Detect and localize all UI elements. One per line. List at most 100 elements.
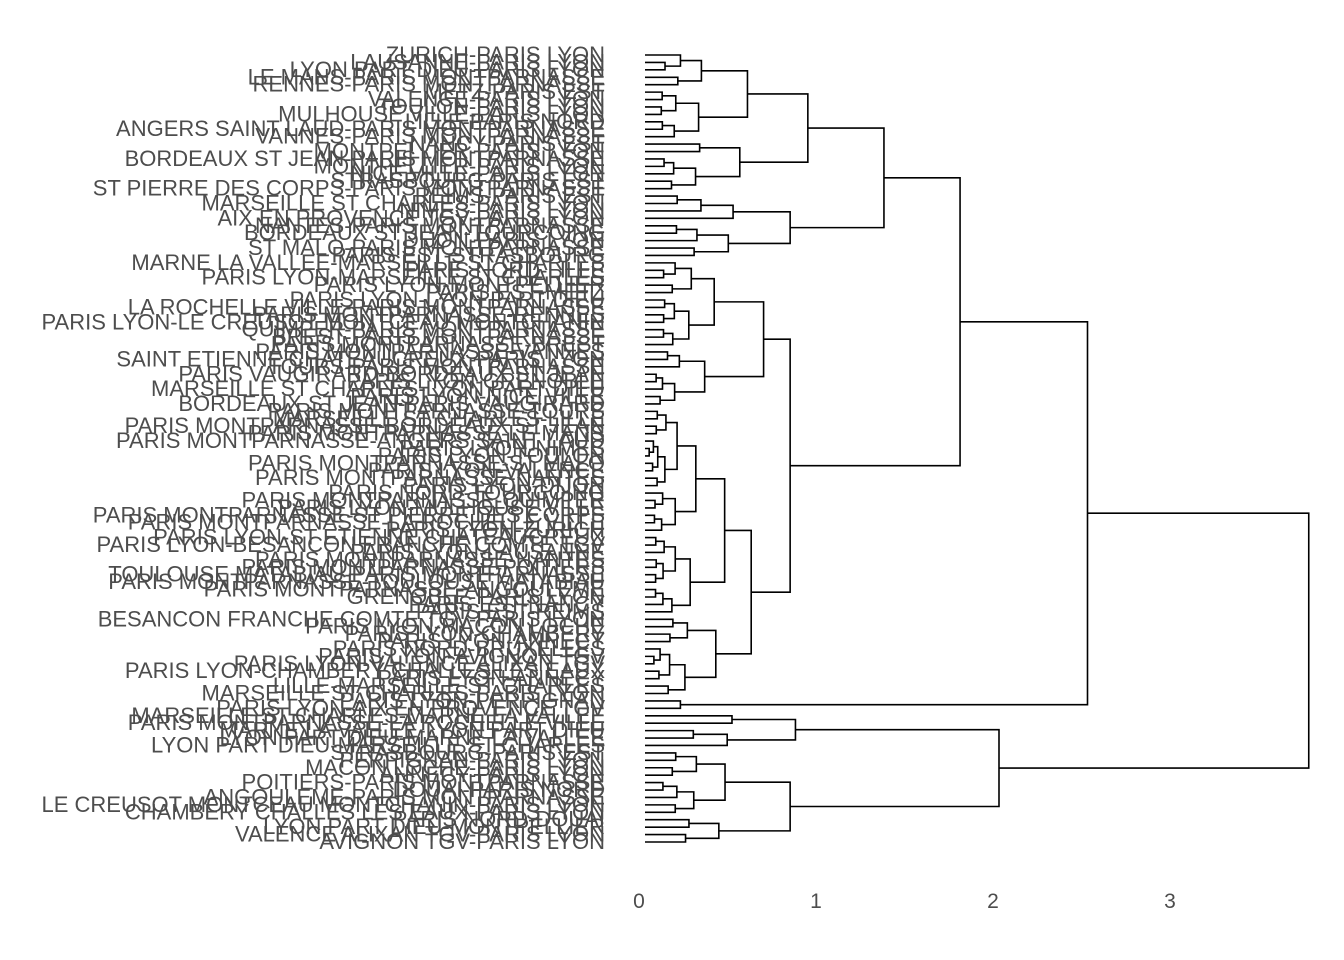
dendrogram-branch-62: [645, 536, 657, 546]
dendrogram-branch-48: [656, 414, 667, 431]
x-tick-label: 1: [810, 890, 822, 913]
leaf-label: PARIS NORD-TOURCOING: [328, 480, 605, 505]
dendrogram-branch-53: [645, 477, 658, 487]
leaf-label: LYON PART DIEU-MARNE LA VALLEE: [219, 725, 605, 750]
leaf-label: LYON PART DIEU-MONTPELLIER: [263, 814, 605, 839]
dendrogram-branch-46: [645, 410, 659, 420]
leaf-label: NICE VILLE-PARIS LYON: [350, 161, 605, 186]
x-tick-label: 3: [1164, 890, 1176, 913]
dendrogram-branch-41: [645, 377, 664, 390]
leaf-label: BORDEAUX ST JEAN-PARIS MONTPARNASSE: [125, 146, 605, 171]
dendrogram-branch-25: [728, 211, 791, 245]
dendrogram-branch-1: [645, 54, 682, 67]
dendrogram-branch-12: [645, 158, 665, 168]
dendrogram-branch-105: [999, 512, 1310, 769]
leaf-label: PARIS EST-STRASBOURG: [332, 242, 605, 267]
leaf-label: TOURS-PARIS MONTPARNASSE: [268, 354, 605, 379]
leaf-label: PARIS LYON-BESANCON FRANCHE COMTE TGV: [96, 532, 605, 557]
leaf-label: MARSEILLE ST CHARLES-LILLE: [273, 406, 605, 431]
dendrogram-branch-27: [645, 269, 665, 279]
leaf-label: PARIS EST-METZ: [426, 280, 605, 305]
leaf-label: LAUSANNE-PARIS LYON: [350, 49, 605, 74]
leaf-label: PARIS MONTPARNASSE-TOURS: [268, 398, 605, 423]
leaf-label: PARIS LYON-ANNECY: [377, 666, 605, 691]
leaf-label: MARNE LA VALLEE-LYON PART DIEU: [219, 718, 605, 743]
leaf-label: PARIS EST-REIMS: [416, 599, 605, 624]
leaf-label: PARIS LYON-NICE VILLE: [350, 384, 605, 409]
dendrogram-branch-8: [645, 124, 676, 138]
dendrogram-branch-47: [645, 425, 658, 435]
dendrogram-branch-24: [694, 234, 730, 253]
dendrogram-branch-14: [645, 180, 673, 190]
dendrogram-branch-91: [727, 718, 797, 741]
leaf-label: PARIS LYON-VALENCE: [368, 458, 605, 483]
dendrogram-branch-89: [645, 729, 695, 739]
leaf-label: PARIS LYON-ZURICH: [386, 517, 605, 542]
leaf-label: PARIS LYON-PERPIGNAN: [339, 688, 605, 713]
dendrogram-branch-37: [688, 277, 715, 326]
dendrogram-branch-69: [645, 592, 664, 606]
dendrogram-branch-98: [675, 791, 695, 810]
dendrogram-branch-56: [645, 499, 656, 509]
x-tick-label: 0: [633, 890, 645, 913]
dendrogram-branch-82: [684, 629, 717, 679]
dendrogram-branch-76: [645, 655, 655, 665]
leaf-label: BREST-PARIS MONTPARNASSE: [272, 324, 605, 349]
leaf-label: PARIS LYON-LAUSANNE: [350, 539, 605, 564]
dendrogram-branch-15: [671, 167, 697, 186]
dendrogram-branch-38: [645, 351, 669, 361]
dendrogram-branch-18: [645, 195, 678, 205]
dendrogram-branch-90: [645, 733, 728, 747]
leaf-label: PARIS LYON-GRENOBLE: [347, 369, 605, 394]
dendrogram-branch-21: [645, 224, 678, 234]
leaf-label: PARIS LYON-CHAMBERY CHALLES LES EAUX: [125, 658, 605, 683]
dendrogram-branch-70: [645, 598, 673, 613]
dendrogram-branch-0: [645, 61, 666, 71]
dendrogram-branch-31: [645, 299, 666, 309]
leaf-label: LILLE-MARSEILLE ST CHARLES: [273, 673, 605, 698]
dendrogram-branch-96: [645, 785, 678, 799]
leaf-label: PARIS MONTPARNASSE-NANTES: [255, 547, 605, 572]
leaf-label: PARIS NORD-BRUXELLES: [333, 636, 605, 661]
leaf-label: TOULOUSE MATABIAU-PARIS MONTPARNASSE: [108, 562, 605, 587]
dendrogram-branch-5: [645, 106, 663, 116]
leaf-label: STRASBOURG-PARIS EST: [330, 740, 605, 765]
dendrogram-branch-77: [645, 648, 661, 661]
dendrogram-branch-40: [645, 373, 657, 383]
leaf-label: LA ROCHELLE VILLE-PARIS MONTPARNASSE: [128, 294, 605, 319]
leaf-label: PARIS LYON-MONTPELLIER: [314, 272, 605, 297]
leaf-label: SAINT ETIENNE CHATEAUCREUX-PARIS LYON: [116, 346, 605, 371]
dendrogram-branch-39: [645, 354, 681, 368]
leaf-label: PARIS NORD-LILLE: [405, 257, 605, 282]
dendrogram-branch-10: [698, 69, 749, 118]
x-axis-ticks: 0 1 2 3: [633, 890, 1176, 913]
leaf-label: MONTPELLIER-PARIS LYON: [314, 139, 605, 164]
dendrogram-branch-57: [645, 492, 664, 505]
leaf-label: PARIS MONTPARNASSE-ANGERS SAINT LAUD: [116, 428, 605, 453]
dendrogram-branch-51: [645, 462, 654, 472]
leaf-label: PARIS LYON-MARSEILLE ST CHARLES: [202, 265, 605, 290]
leaf-label: QUIMPER-PARIS MONTPARNASSE: [242, 317, 605, 342]
leaf-label: NIMES-PARIS LYON: [399, 198, 605, 223]
dendrogram-branch-9: [674, 102, 700, 132]
leaf-label: PERPIGNAN-PARIS LYON: [339, 747, 605, 772]
leaf-label: AVIGNON TGV-PARIS LYON: [319, 829, 605, 854]
leaf-label: PARIS LYON-TOULON: [378, 443, 605, 468]
dendrogram-branch-101: [645, 833, 687, 843]
leaf-label: PARIS LYON-ANNECY: [377, 629, 605, 654]
leaf-label: LE MANS-PARIS MONTPARNASSE: [248, 64, 605, 89]
dendrogram-branch-17: [739, 93, 809, 163]
leaf-label: GRENOBLE-PARIS LYON: [347, 584, 605, 609]
dendrogram-branch-42: [645, 395, 661, 405]
leaf-label: PARIS MONTPARNASSE-NANTES: [255, 465, 605, 490]
leaf-label: PARIS MONTPARNASSE-VANNES: [255, 339, 605, 364]
leaf-label: PARIS MONTPARNASSE-ST PIERRE DES CORPS: [93, 502, 605, 527]
leaf-label: VANNES-PARIS MONTPARNASSE: [255, 124, 605, 149]
leaf-label: POITIERS-PARIS MONTPARNASSE: [242, 770, 605, 795]
leaf-label: LYON PART DIEU-PARIS LYON: [290, 57, 605, 82]
dendrogram-branch-58: [645, 514, 656, 524]
dendrogram-branch-23: [645, 247, 695, 257]
dendrogram-branch-2: [645, 76, 679, 86]
